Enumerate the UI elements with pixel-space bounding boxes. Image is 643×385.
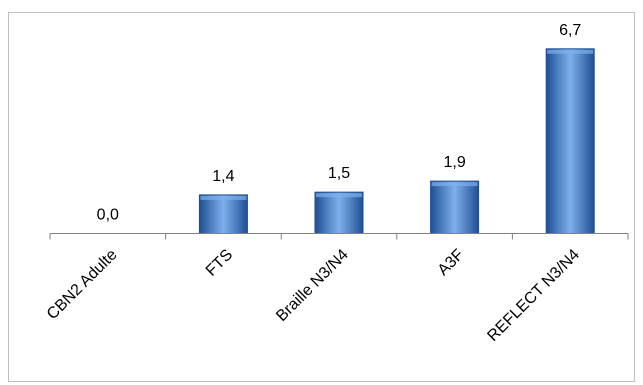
category-label: FTS [203, 246, 236, 279]
bar-bevel [316, 193, 362, 198]
data-label: 1,9 [443, 154, 465, 171]
category-label: REFLECT N3/N4 [484, 246, 583, 345]
data-label: 1,4 [212, 168, 234, 185]
data-label: 6,7 [559, 22, 581, 39]
data-label: 0,0 [97, 207, 119, 224]
bar [198, 194, 248, 235]
bar [314, 191, 364, 235]
bars-layer [198, 48, 595, 235]
bar-bevel [431, 182, 478, 187]
ticks-layer [49, 233, 629, 240]
bar [545, 48, 595, 235]
category-label: CBN2 Adulte [44, 246, 121, 323]
bar-bevel [547, 49, 594, 54]
data-label: 1,5 [328, 165, 350, 182]
labels-layer: 0,0 CBN2 Adulte 1,4 FTS 1,5 Braille N3/N4 1,9 A… [44, 22, 583, 345]
category-label: Braille N3/N4 [273, 246, 352, 325]
bar-bevel [200, 195, 247, 200]
chart-border [8, 12, 635, 382]
category-label: A3F [435, 246, 468, 279]
bar [430, 180, 480, 234]
